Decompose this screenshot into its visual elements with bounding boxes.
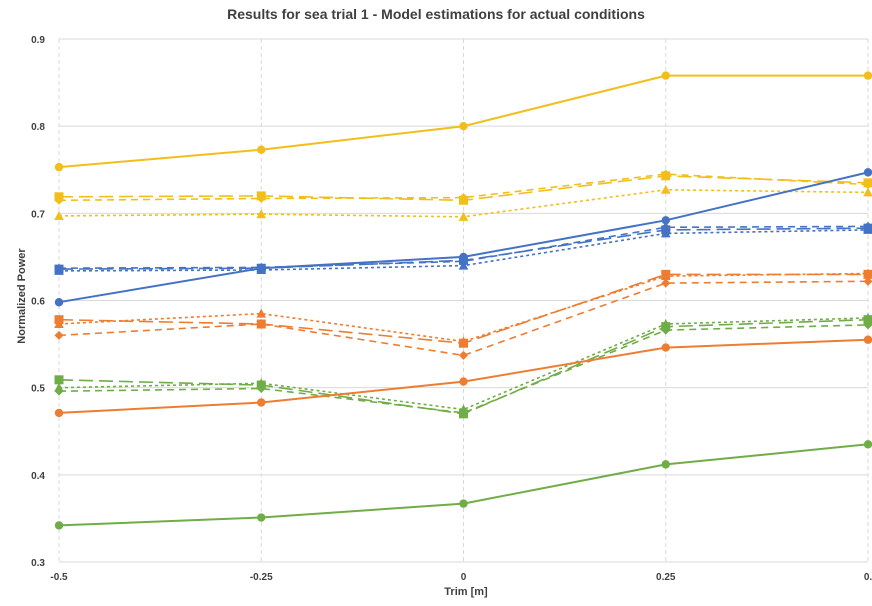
data-point-circle	[54, 298, 64, 307]
data-point-circle	[661, 71, 670, 80]
x-tick-label: -0.25	[250, 572, 273, 583]
data-point-triangle	[54, 319, 64, 329]
data-point-circle	[459, 252, 468, 262]
series-line	[58, 324, 869, 414]
data-point-circle	[257, 398, 266, 407]
series-line	[58, 225, 869, 270]
data-point-circle	[54, 408, 64, 418]
data-point-circle	[459, 121, 468, 131]
x-tick-label: 0	[461, 572, 467, 583]
y-tick-label: 0.4	[31, 471, 45, 482]
data-point-circle	[863, 440, 872, 449]
x-tick-label: -0.5	[50, 572, 68, 583]
x-tick-label: 0.	[864, 572, 872, 583]
data-point-circle	[661, 460, 670, 469]
data-point-triangle	[660, 228, 671, 238]
data-point-circle	[863, 71, 872, 80]
data-point-triangle	[54, 265, 64, 275]
data-point-triangle	[660, 319, 671, 329]
data-point-triangle	[863, 312, 872, 322]
data-point-circle	[863, 168, 872, 177]
data-point-circle	[54, 521, 64, 530]
data-point-circle	[459, 377, 468, 386]
series-line	[58, 443, 869, 527]
y-tick-label: 0.3	[31, 558, 45, 569]
series-line	[58, 173, 869, 202]
data-point-triangle	[256, 308, 267, 318]
chart-title: Results for sea trial 1 - Model estimati…	[227, 6, 645, 22]
data-point-diamond	[54, 195, 64, 205]
data-point-square	[54, 375, 64, 385]
data-point-diamond	[863, 276, 872, 286]
series-line	[58, 280, 869, 357]
y-tick-label: 0.7	[31, 209, 45, 220]
data-point-triangle	[660, 184, 671, 194]
series-line	[58, 317, 869, 411]
series-line	[58, 272, 869, 343]
data-point-diamond	[661, 278, 671, 288]
x-tick-label: 0.25	[656, 572, 676, 583]
data-point-triangle	[54, 382, 64, 392]
data-point-triangle	[863, 224, 872, 234]
data-point-diamond	[54, 330, 64, 340]
data-point-diamond	[863, 180, 872, 190]
data-point-triangle	[458, 336, 469, 346]
y-tick-label: 0.6	[31, 297, 45, 308]
data-point-diamond	[256, 194, 266, 204]
x-axis-title: Trim [m]	[444, 586, 488, 598]
data-point-triangle	[458, 404, 469, 414]
data-point-circle	[459, 499, 468, 508]
data-point-circle	[661, 343, 670, 352]
data-point-circle	[257, 145, 266, 154]
data-point-triangle	[256, 209, 267, 219]
data-point-triangle	[660, 271, 671, 281]
data-point-triangle	[863, 187, 872, 197]
data-point-triangle	[458, 260, 469, 270]
y-tick-label: 0.9	[31, 35, 45, 46]
data-point-circle	[863, 335, 872, 344]
data-point-triangle	[54, 210, 64, 220]
data-point-triangle	[256, 378, 267, 388]
data-point-circle	[257, 513, 266, 522]
y-tick-label: 0.5	[31, 384, 45, 395]
data-point-circle	[54, 162, 64, 172]
data-point-diamond	[661, 169, 671, 179]
data-point-triangle	[458, 211, 469, 221]
data-point-circle	[257, 264, 266, 273]
data-point-diamond	[661, 222, 671, 232]
data-point-diamond	[459, 193, 468, 203]
data-point-circle	[661, 216, 670, 225]
data-point-diamond	[863, 320, 872, 330]
data-point-diamond	[459, 350, 468, 360]
data-point-triangle	[863, 268, 872, 278]
data-point-diamond	[256, 319, 266, 329]
y-tick-label: 0.8	[31, 122, 45, 133]
